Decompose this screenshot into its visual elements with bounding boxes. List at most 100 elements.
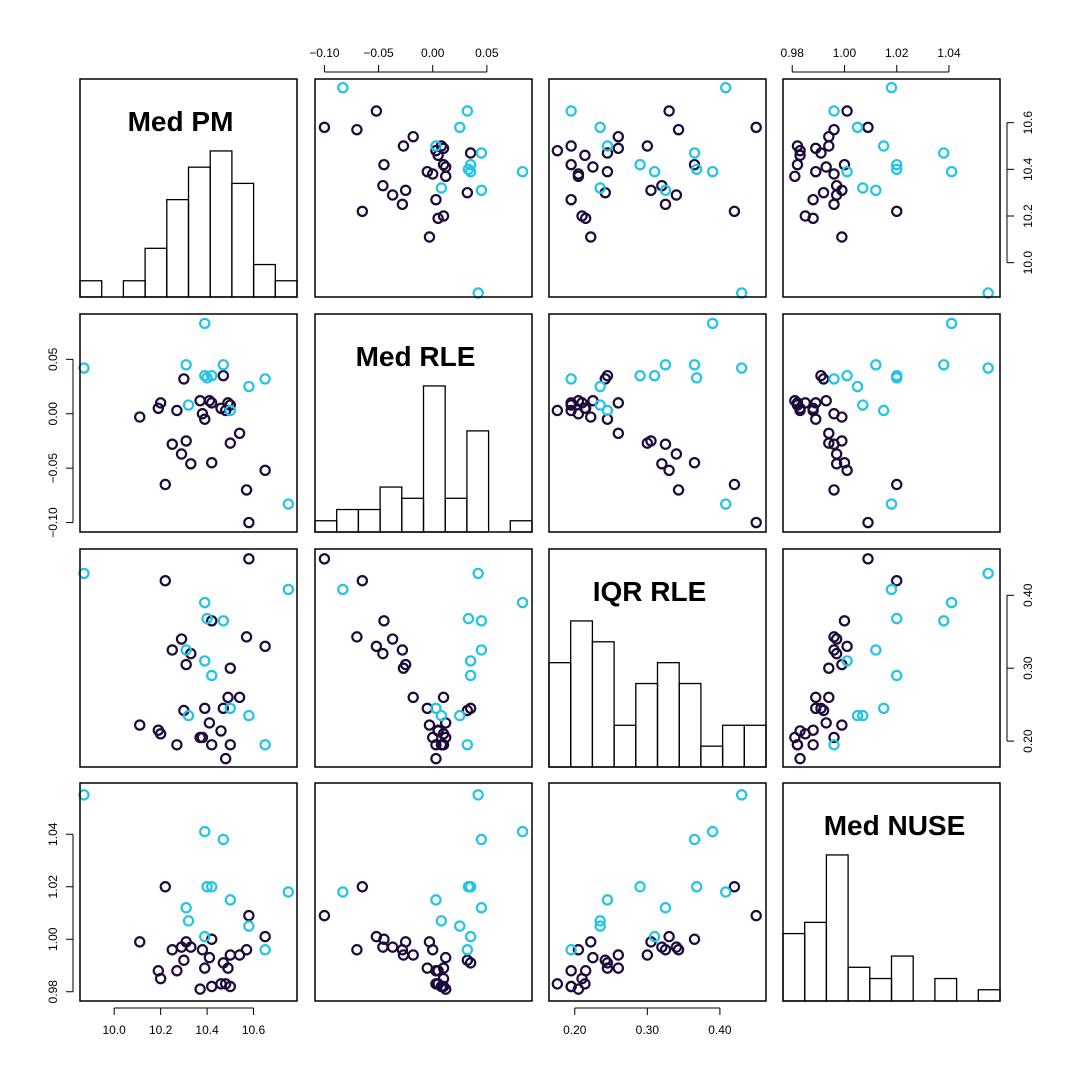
data-point — [612, 142, 625, 155]
data-point — [462, 612, 475, 625]
data-point — [182, 709, 195, 722]
panel-med-rle-vs-med-nuse — [782, 313, 1001, 533]
data-point — [201, 881, 213, 893]
data-point — [807, 212, 819, 225]
data-point — [612, 949, 625, 961]
data-point — [175, 448, 188, 460]
data-point — [435, 182, 448, 194]
data-point — [282, 498, 295, 510]
data-point — [789, 731, 801, 744]
tick-label: 10.4 — [195, 1023, 219, 1037]
data-point — [823, 130, 835, 143]
x-axis-bottom-iqr-rle: 0.20 0.30 0.40 — [563, 1007, 732, 1037]
data-point — [199, 369, 211, 382]
panel-med-rle-vs-med-pm — [78, 313, 298, 533]
data-point — [475, 615, 488, 627]
data-point — [815, 702, 827, 715]
tick-label: 0.98 — [781, 46, 805, 60]
data-point — [337, 81, 349, 94]
data-point — [217, 833, 230, 846]
data-point — [475, 902, 488, 914]
data-point — [572, 170, 585, 183]
data-point — [828, 373, 840, 385]
data-point — [318, 909, 331, 922]
data-point — [810, 691, 822, 704]
data-point — [659, 198, 672, 211]
panel-border — [548, 78, 767, 298]
panel-med-nuse-vs-med-pm — [78, 782, 298, 1002]
tick-label: 0.20 — [1021, 729, 1035, 753]
data-point — [386, 633, 399, 645]
data-point — [572, 944, 585, 956]
data-point — [885, 81, 898, 94]
data-point — [194, 394, 206, 407]
data-point — [565, 158, 577, 171]
data-point — [171, 404, 183, 417]
variable-label: IQR RLE — [593, 576, 707, 607]
data-point — [634, 369, 646, 382]
data-point — [807, 739, 819, 751]
data-point — [199, 317, 211, 330]
data-point — [475, 644, 488, 656]
data-point — [351, 944, 363, 956]
data-point — [823, 662, 835, 674]
data-point — [166, 644, 178, 656]
data-point — [828, 631, 840, 643]
tick-label: −0.10 — [46, 507, 60, 538]
data-point — [634, 881, 646, 893]
data-point — [672, 484, 685, 496]
panel-med-pm-vs-med-rle — [314, 78, 533, 299]
data-point — [601, 140, 614, 152]
data-point — [594, 380, 606, 393]
panel-med-pm-vs-med-pm: Med PM — [79, 78, 298, 298]
data-point — [233, 949, 246, 961]
data-point — [706, 165, 719, 178]
data-point — [472, 789, 484, 801]
data-point — [851, 380, 864, 393]
data-point — [565, 193, 577, 206]
data-point — [464, 881, 477, 893]
data-point — [407, 691, 419, 704]
data-point — [435, 140, 448, 152]
data-point — [565, 105, 577, 117]
tick-label: 10.0 — [1021, 251, 1035, 275]
data-point — [159, 478, 171, 491]
data-point — [259, 739, 271, 751]
data-point — [690, 881, 703, 893]
data-point — [841, 655, 853, 667]
data-point — [706, 825, 719, 838]
tick-label: 1.00 — [833, 46, 857, 60]
data-point — [378, 933, 390, 945]
tick-label: 10.6 — [242, 1023, 266, 1037]
data-point — [152, 724, 165, 736]
data-point — [688, 359, 701, 371]
data-point — [891, 612, 903, 625]
data-point — [224, 662, 236, 674]
data-point — [877, 702, 890, 715]
data-point — [206, 457, 218, 469]
data-point — [454, 920, 466, 932]
data-point — [659, 438, 672, 450]
tick-label: 0.98 — [46, 980, 60, 1004]
data-point — [828, 484, 840, 496]
data-point — [217, 359, 230, 371]
data-point — [171, 739, 183, 751]
data-point — [830, 448, 843, 460]
data-point — [337, 583, 349, 596]
data-point — [587, 161, 599, 173]
data-point — [594, 121, 606, 134]
data-point — [945, 165, 958, 178]
data-point — [475, 184, 488, 197]
data-point — [820, 717, 832, 729]
data-point — [171, 965, 183, 977]
data-point — [430, 752, 442, 765]
data-point — [243, 380, 255, 393]
panel-med-nuse-vs-med-nuse: Med NUSE — [782, 782, 1001, 1002]
panel-border — [314, 782, 533, 1002]
data-point — [891, 163, 903, 176]
data-point — [259, 464, 271, 477]
panel-border — [548, 782, 767, 1002]
data-point — [688, 147, 701, 159]
data-point — [794, 752, 806, 765]
data-point — [180, 936, 192, 948]
